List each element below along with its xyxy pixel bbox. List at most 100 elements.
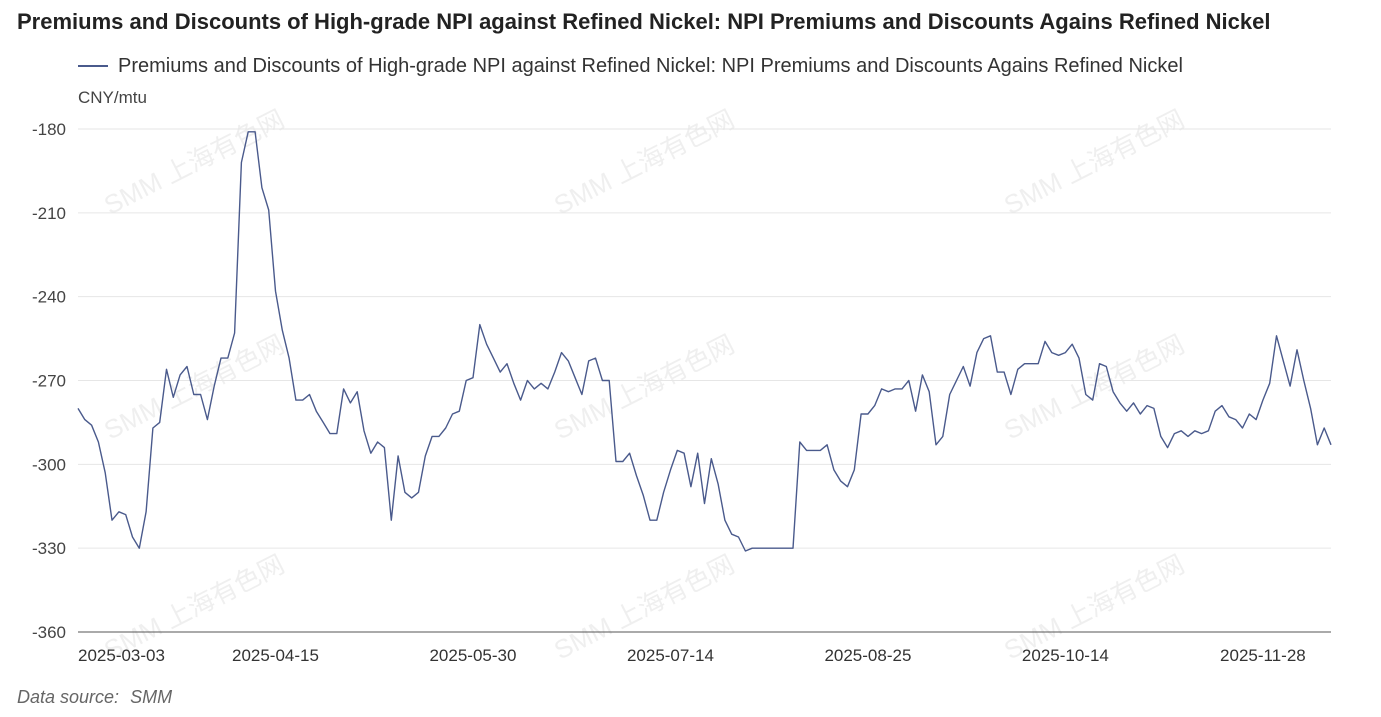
data-point[interactable] xyxy=(791,546,795,550)
data-point[interactable] xyxy=(1213,409,1217,413)
data-point[interactable] xyxy=(226,356,230,360)
data-point[interactable] xyxy=(634,474,638,478)
data-point[interactable] xyxy=(832,468,836,472)
data-point[interactable] xyxy=(355,390,359,394)
data-point[interactable] xyxy=(83,418,87,422)
data-point[interactable] xyxy=(1091,398,1095,402)
data-point[interactable] xyxy=(1159,434,1163,438)
data-point[interactable] xyxy=(478,323,482,327)
data-point[interactable] xyxy=(907,379,911,383)
data-point[interactable] xyxy=(131,535,135,539)
data-point[interactable] xyxy=(1132,401,1136,405)
data-point[interactable] xyxy=(968,384,972,388)
data-point[interactable] xyxy=(1111,390,1115,394)
data-point[interactable] xyxy=(471,376,475,380)
data-point[interactable] xyxy=(117,510,121,514)
data-point[interactable] xyxy=(1172,432,1176,436)
data-point[interactable] xyxy=(382,446,386,450)
data-point[interactable] xyxy=(737,535,741,539)
data-point[interactable] xyxy=(553,370,557,374)
data-point[interactable] xyxy=(1329,443,1333,447)
data-point[interactable] xyxy=(675,448,679,452)
data-point[interactable] xyxy=(546,387,550,391)
data-point[interactable] xyxy=(1220,404,1224,408)
data-point[interactable] xyxy=(580,393,584,397)
data-point[interactable] xyxy=(485,342,489,346)
data-point[interactable] xyxy=(696,451,700,455)
data-point[interactable] xyxy=(1288,384,1292,388)
data-point[interactable] xyxy=(212,384,216,388)
data-point[interactable] xyxy=(655,518,659,522)
data-point[interactable] xyxy=(669,468,673,472)
data-point[interactable] xyxy=(491,356,495,360)
data-point[interactable] xyxy=(362,429,366,433)
data-point[interactable] xyxy=(417,490,421,494)
data-point[interactable] xyxy=(1043,339,1047,343)
data-point[interactable] xyxy=(457,409,461,413)
data-point[interactable] xyxy=(314,409,318,413)
data-point[interactable] xyxy=(1070,342,1074,346)
data-point[interactable] xyxy=(777,546,781,550)
data-point[interactable] xyxy=(600,379,604,383)
data-point[interactable] xyxy=(1104,365,1108,369)
data-point[interactable] xyxy=(1036,362,1040,366)
data-point[interactable] xyxy=(1029,362,1033,366)
data-point[interactable] xyxy=(573,376,577,380)
data-point[interactable] xyxy=(410,496,414,500)
data-point[interactable] xyxy=(839,479,843,483)
data-point[interactable] xyxy=(1309,406,1313,410)
data-point[interactable] xyxy=(1200,432,1204,436)
data-point[interactable] xyxy=(1166,446,1170,450)
data-point[interactable] xyxy=(437,434,441,438)
data-point[interactable] xyxy=(784,546,788,550)
data-point[interactable] xyxy=(342,387,346,391)
data-point[interactable] xyxy=(308,393,312,397)
data-point[interactable] xyxy=(1179,429,1183,433)
data-point[interactable] xyxy=(703,502,707,506)
data-point[interactable] xyxy=(165,367,169,371)
data-point[interactable] xyxy=(76,406,80,410)
data-point[interactable] xyxy=(158,420,162,424)
data-point[interactable] xyxy=(110,518,114,522)
data-point[interactable] xyxy=(171,395,175,399)
data-point[interactable] xyxy=(825,443,829,447)
data-point[interactable] xyxy=(1247,412,1251,416)
data-point[interactable] xyxy=(1125,409,1129,413)
data-point[interactable] xyxy=(335,432,339,436)
data-point[interactable] xyxy=(750,546,754,550)
data-point[interactable] xyxy=(512,381,516,385)
data-point[interactable] xyxy=(246,130,250,134)
data-point[interactable] xyxy=(369,451,373,455)
data-point[interactable] xyxy=(982,337,986,341)
data-point[interactable] xyxy=(920,373,924,377)
data-point[interactable] xyxy=(505,362,509,366)
data-point[interactable] xyxy=(1118,401,1122,405)
data-point[interactable] xyxy=(260,186,264,190)
data-point[interactable] xyxy=(648,518,652,522)
data-point[interactable] xyxy=(239,161,243,165)
data-point[interactable] xyxy=(764,546,768,550)
data-point[interactable] xyxy=(628,451,632,455)
data-point[interactable] xyxy=(757,546,761,550)
data-point[interactable] xyxy=(812,448,816,452)
data-point[interactable] xyxy=(886,390,890,394)
data-point[interactable] xyxy=(124,513,128,517)
data-point[interactable] xyxy=(689,485,693,489)
data-point[interactable] xyxy=(185,365,189,369)
data-point[interactable] xyxy=(934,443,938,447)
data-point[interactable] xyxy=(594,356,598,360)
data-point[interactable] xyxy=(805,448,809,452)
data-point[interactable] xyxy=(587,359,591,363)
data-point[interactable] xyxy=(1295,348,1299,352)
data-point[interactable] xyxy=(846,485,850,489)
data-point[interactable] xyxy=(1281,359,1285,363)
data-point[interactable] xyxy=(376,440,380,444)
data-point[interactable] xyxy=(818,448,822,452)
data-point[interactable] xyxy=(199,393,203,397)
data-point[interactable] xyxy=(948,393,952,397)
data-point[interactable] xyxy=(955,379,959,383)
data-point[interactable] xyxy=(1138,412,1142,416)
data-point[interactable] xyxy=(662,490,666,494)
data-point[interactable] xyxy=(274,289,278,293)
